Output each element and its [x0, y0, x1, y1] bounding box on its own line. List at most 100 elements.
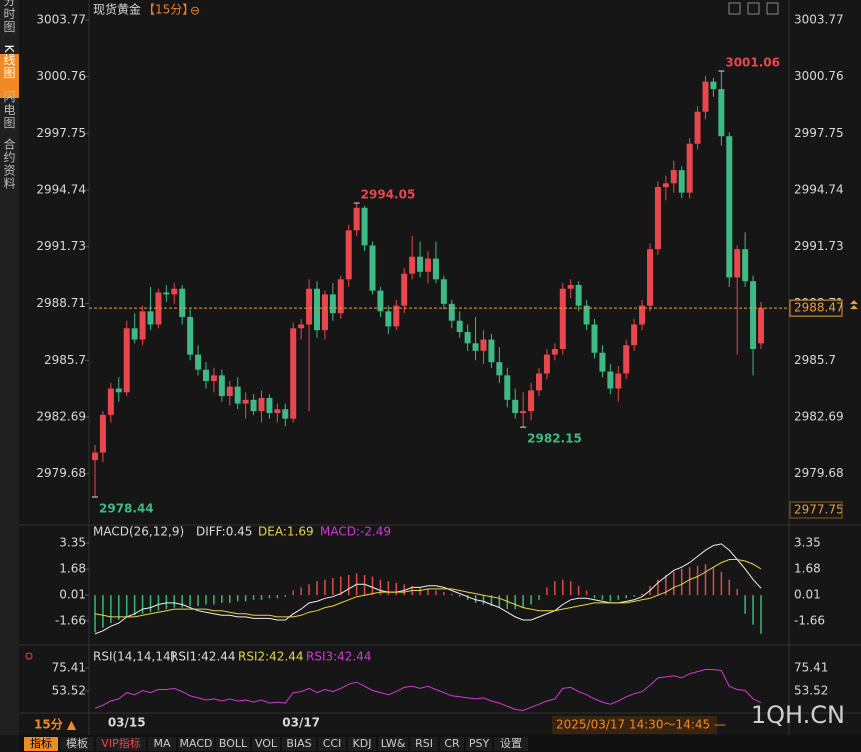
y-tick-label: 2991.73 — [794, 239, 844, 253]
extreme-label: 2982.15 — [527, 432, 582, 446]
candle-body — [520, 411, 527, 414]
candle-body — [171, 288, 178, 295]
y-tick-label: 3000.76 — [36, 69, 86, 83]
candle-body — [448, 303, 455, 321]
candle-body — [282, 409, 289, 419]
candle-body — [242, 399, 249, 404]
tab-label[interactable]: CCI — [323, 737, 342, 750]
y-tick-label: 2982.69 — [794, 409, 844, 423]
rsi-icon[interactable] — [25, 652, 33, 660]
candle-body — [710, 81, 717, 90]
tool-icon[interactable] — [728, 2, 741, 15]
tab[interactable] — [282, 737, 316, 751]
y-bound-label: 2977.75 — [794, 503, 844, 517]
candle-body — [591, 324, 598, 353]
candle-body — [599, 352, 606, 372]
tab-label[interactable]: BIAS — [286, 737, 311, 750]
tab[interactable] — [252, 737, 280, 751]
candle-body — [179, 288, 186, 317]
side-tab[interactable]: 分时图 — [2, 0, 16, 34]
y-tick-label: 2988.71 — [36, 296, 86, 310]
candle-body — [615, 373, 622, 389]
tab[interactable] — [440, 737, 464, 751]
y-tick-label: 3.35 — [59, 536, 86, 550]
tab[interactable] — [410, 737, 438, 751]
tab-label[interactable]: 指标 — [30, 736, 52, 750]
candle-body — [432, 258, 439, 280]
tab[interactable] — [148, 737, 176, 751]
candle-body — [504, 375, 511, 400]
tab-label[interactable]: LW& — [381, 737, 406, 750]
y-tick-label: 2985.7 — [44, 353, 86, 367]
tab-label[interactable]: MACD — [180, 737, 213, 750]
tab-label[interactable]: MA — [153, 737, 170, 750]
tab-label[interactable]: 设置 — [500, 737, 522, 750]
toolbar — [728, 2, 779, 15]
tool-icon[interactable] — [747, 2, 760, 15]
y-tick-label: 2997.75 — [36, 126, 86, 140]
candle-body — [750, 281, 757, 349]
y-tick-label: 2991.73 — [36, 239, 86, 253]
tab[interactable] — [466, 737, 492, 751]
tab[interactable] — [96, 737, 146, 751]
tab[interactable] — [494, 737, 528, 751]
candle-body — [623, 345, 630, 374]
candle-body — [139, 311, 146, 340]
extreme-label: 2994.05 — [361, 188, 416, 202]
candle-body — [195, 354, 202, 370]
tab-label[interactable]: VOL — [255, 737, 278, 750]
candle-body — [742, 249, 749, 282]
candle-body — [528, 390, 535, 412]
candle-body — [758, 308, 764, 344]
tab[interactable] — [178, 737, 214, 751]
side-tab[interactable]: 合约资料 — [2, 137, 16, 190]
extreme-label: 2978.44 — [99, 502, 154, 516]
tab-label[interactable]: RSI — [415, 737, 433, 750]
tab[interactable] — [348, 737, 376, 751]
candle-body — [734, 249, 741, 278]
candle-body — [234, 386, 241, 404]
tab-label[interactable]: BOLL — [219, 737, 248, 750]
y-tick-label: 2994.74 — [794, 183, 844, 197]
period-icon[interactable]: ⊖ — [190, 4, 200, 18]
candle-body — [639, 305, 646, 325]
candle-body — [345, 230, 352, 280]
tab[interactable] — [378, 737, 408, 751]
period: 【15分】 — [143, 3, 194, 17]
candle-body — [314, 288, 320, 331]
candle-body — [472, 343, 479, 351]
side-tab[interactable]: K线图 — [2, 45, 16, 80]
candle-body — [123, 328, 130, 393]
candle-body — [480, 339, 487, 351]
legend-item: RSI2:42.44 — [238, 650, 304, 664]
tab-label[interactable]: KDJ — [353, 737, 372, 750]
series-line — [94, 669, 762, 712]
tab-label[interactable]: 模板 — [66, 736, 88, 750]
tab[interactable] — [24, 737, 58, 751]
y-bound-box — [789, 501, 843, 519]
tab-label[interactable]: VIP指标 — [101, 736, 140, 750]
tool-icon[interactable] — [766, 2, 779, 15]
y-tick-label: 1.68 — [59, 562, 86, 576]
y-tick-label: 53.52 — [794, 684, 828, 698]
side-tab[interactable]: 闪电图 — [2, 90, 16, 129]
tab[interactable] — [60, 737, 94, 751]
candle-body — [647, 249, 653, 306]
candle-body — [329, 294, 336, 314]
tab-label[interactable]: PSY — [469, 737, 490, 750]
candle-body — [99, 414, 106, 453]
tab[interactable] — [318, 737, 346, 751]
chart-title: 现货黄金 — [93, 2, 141, 17]
candle-body — [210, 375, 217, 382]
y-tick-label: -1.66 — [55, 613, 86, 627]
watermark: 1QH.CN — [751, 701, 845, 729]
y-tick-label: 2979.68 — [794, 466, 844, 480]
indicator-title: RSI(14,14,14) — [93, 650, 175, 664]
last-price-label: 2988.47 — [794, 301, 844, 315]
candle-body — [290, 328, 297, 419]
x-tick-label: 03/17 — [282, 716, 320, 730]
y-tick-label: 3003.77 — [794, 13, 844, 27]
tab-label[interactable]: CR — [444, 737, 460, 750]
tab[interactable] — [216, 737, 250, 751]
